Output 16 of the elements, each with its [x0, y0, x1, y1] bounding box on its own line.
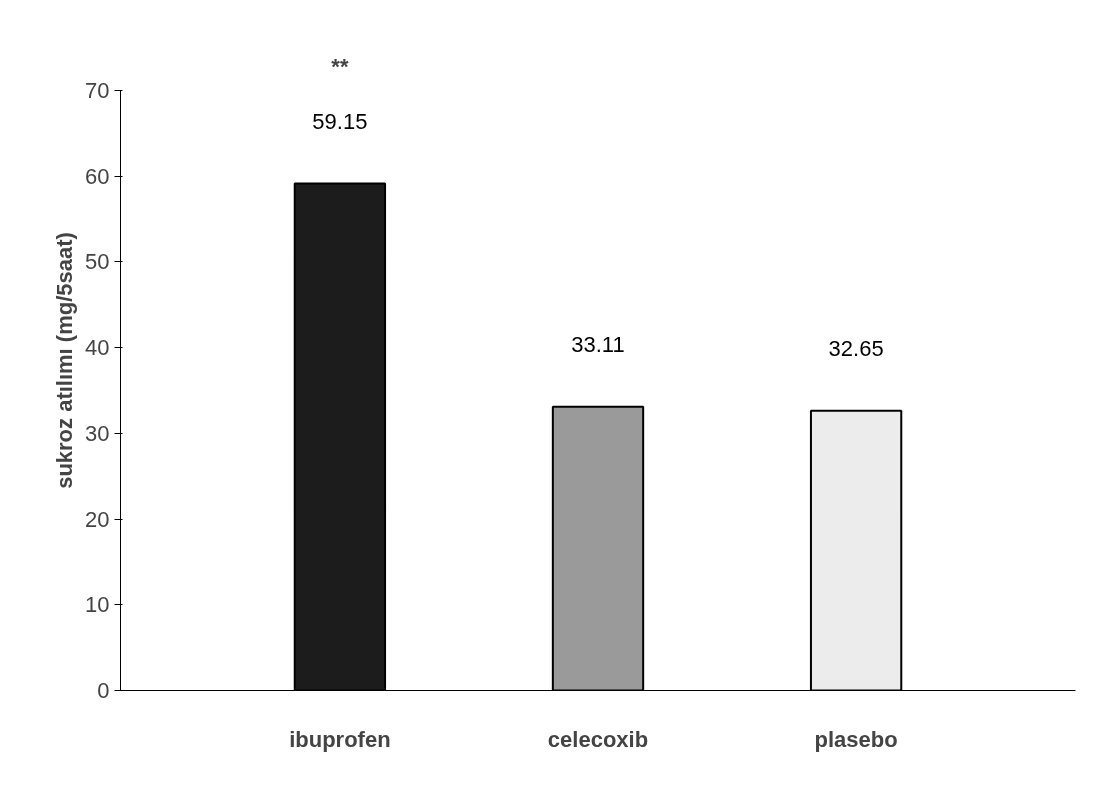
data-label: 59.15: [312, 108, 368, 134]
data-label: 32.65: [828, 335, 884, 361]
x-tick-label: celecoxib: [547, 726, 649, 752]
y-tick-label: 50: [85, 249, 110, 275]
y-tick-label: 40: [85, 335, 110, 361]
y-axis-title: sukroz atılımı (mg/5saat): [52, 232, 78, 489]
x-tick-label: plasebo: [814, 726, 898, 752]
y-tick-label: 30: [85, 420, 110, 446]
y-tick-label: 60: [85, 163, 110, 189]
y-tick-label: 20: [85, 506, 110, 532]
data-label: 33.11: [571, 331, 625, 357]
y-tick-label: 10: [85, 592, 110, 618]
x-tick-label: ibuprofen: [289, 726, 391, 752]
y-tick-label: 70: [85, 78, 110, 103]
text: **: [331, 53, 349, 79]
y-tick-label: 0: [97, 678, 110, 703]
